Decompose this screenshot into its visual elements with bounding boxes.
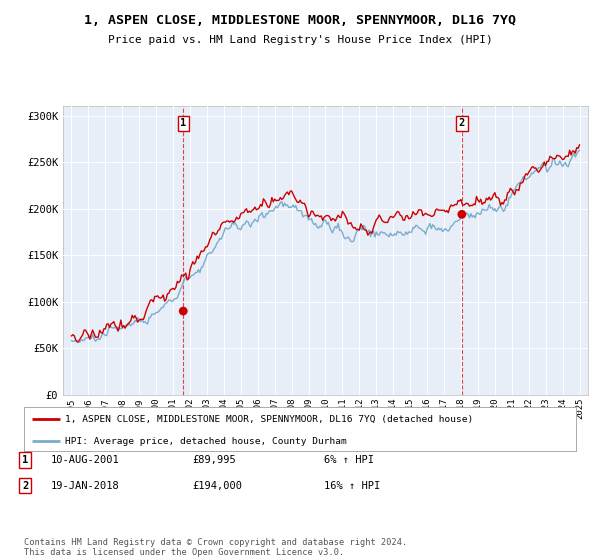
Text: 19-JAN-2018: 19-JAN-2018 [51, 480, 120, 491]
Text: 6% ↑ HPI: 6% ↑ HPI [324, 455, 374, 465]
Text: Price paid vs. HM Land Registry's House Price Index (HPI): Price paid vs. HM Land Registry's House … [107, 35, 493, 45]
Point [178, 306, 188, 315]
Text: 1: 1 [180, 118, 187, 128]
Text: 1, ASPEN CLOSE, MIDDLESTONE MOOR, SPENNYMOOR, DL16 7YQ: 1, ASPEN CLOSE, MIDDLESTONE MOOR, SPENNY… [84, 14, 516, 27]
Point [457, 210, 467, 219]
Text: Contains HM Land Registry data © Crown copyright and database right 2024.
This d: Contains HM Land Registry data © Crown c… [24, 538, 407, 557]
Text: HPI: Average price, detached house, County Durham: HPI: Average price, detached house, Coun… [65, 437, 347, 446]
Text: £89,995: £89,995 [192, 455, 236, 465]
Text: 2: 2 [22, 480, 28, 491]
Text: £194,000: £194,000 [192, 480, 242, 491]
Text: 1, ASPEN CLOSE, MIDDLESTONE MOOR, SPENNYMOOR, DL16 7YQ (detached house): 1, ASPEN CLOSE, MIDDLESTONE MOOR, SPENNY… [65, 415, 473, 424]
Text: 10-AUG-2001: 10-AUG-2001 [51, 455, 120, 465]
Text: 16% ↑ HPI: 16% ↑ HPI [324, 480, 380, 491]
Text: 2: 2 [459, 118, 465, 128]
Text: 1: 1 [22, 455, 28, 465]
